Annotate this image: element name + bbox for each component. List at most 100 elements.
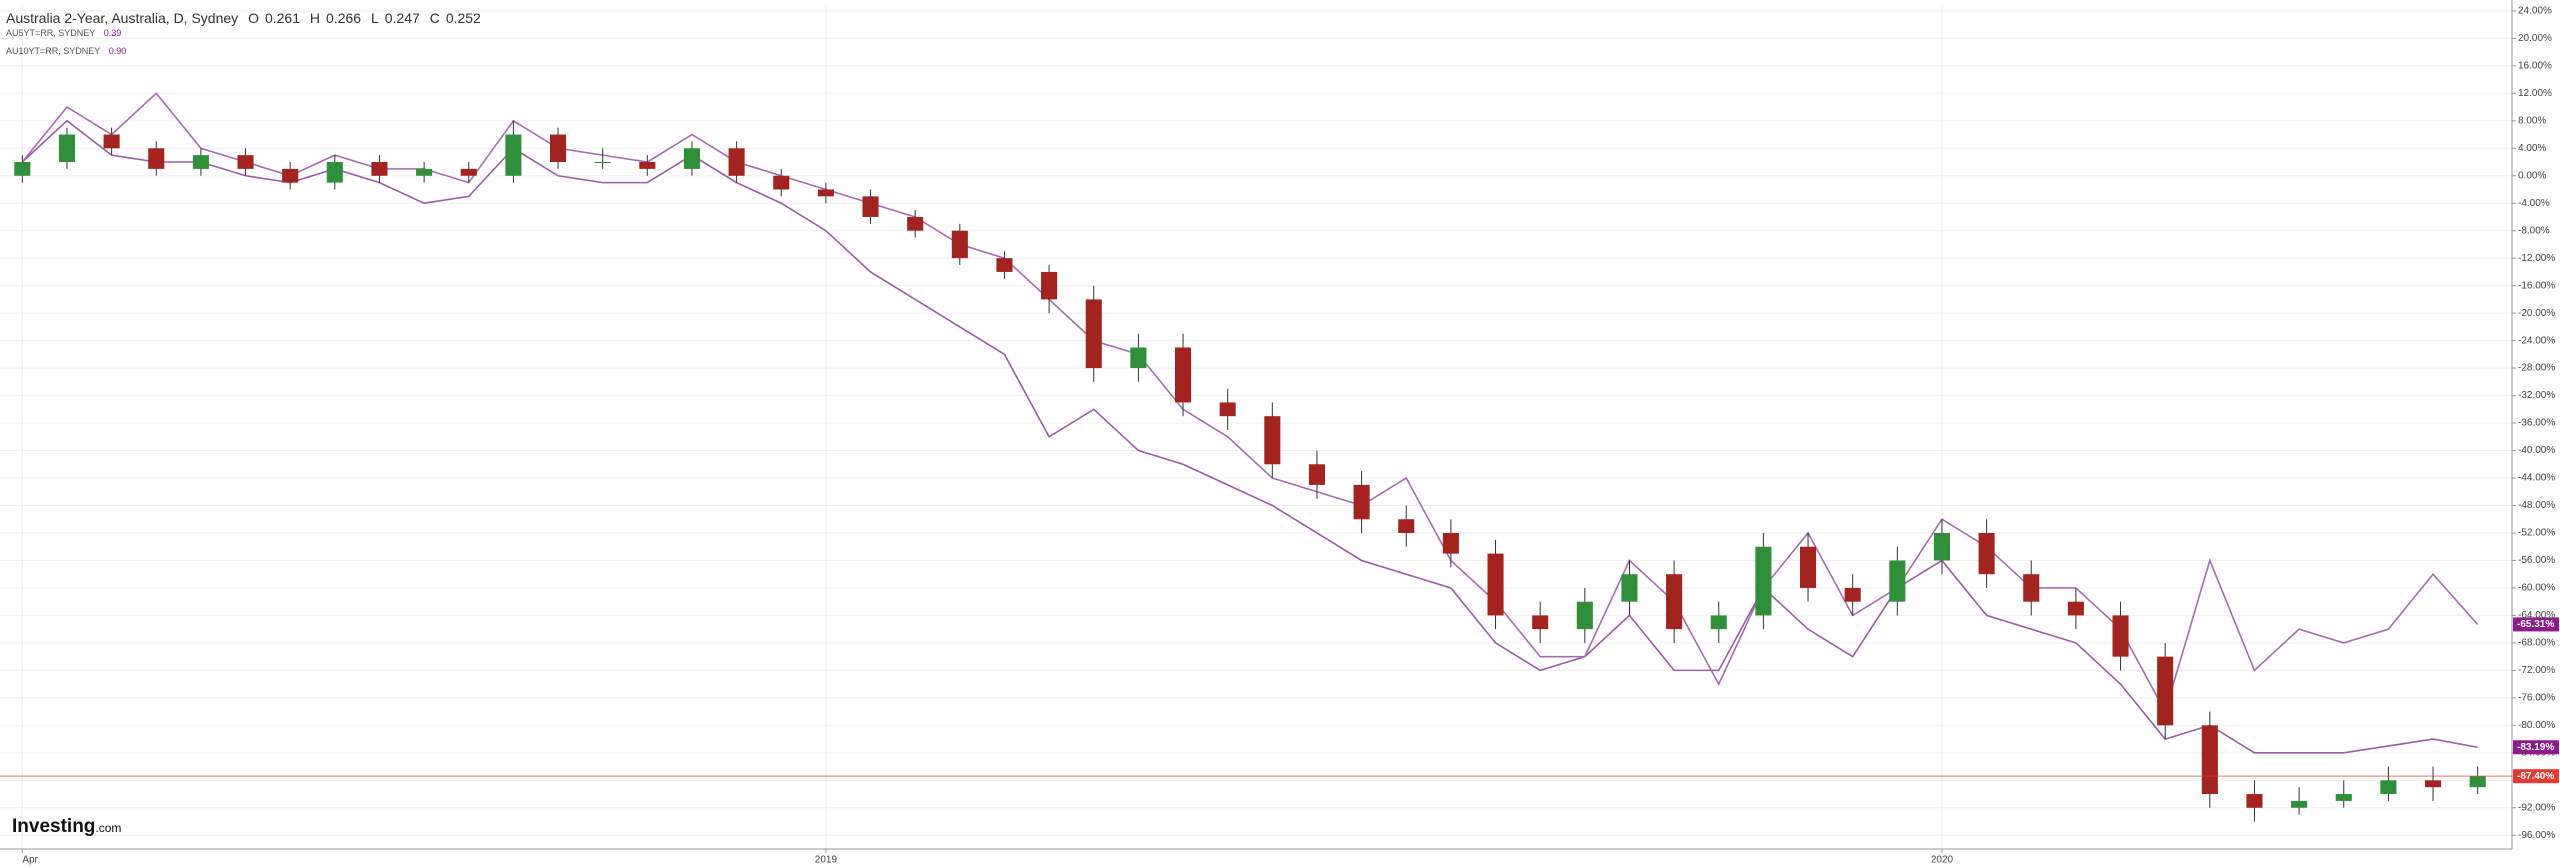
y-tick-label: 24.00% <box>2518 6 2552 17</box>
candle-body <box>1398 519 1415 533</box>
ohlc-value: 0.266 <box>326 10 362 26</box>
candle-body <box>1085 299 1102 369</box>
candle-body <box>1264 416 1281 465</box>
candle-body <box>1219 402 1236 417</box>
candle-body <box>2201 725 2218 795</box>
candle-body <box>2112 615 2129 657</box>
candle-body <box>1933 532 1950 561</box>
candle-body <box>773 175 790 190</box>
candle-body <box>1889 560 1906 602</box>
y-tick-label: -24.00% <box>2518 335 2555 346</box>
candle-body <box>1353 484 1370 520</box>
candle-body <box>2469 776 2486 788</box>
price-tag <box>2513 617 2559 632</box>
y-tick-label: -48.00% <box>2518 500 2555 511</box>
candle-body <box>1576 601 1593 630</box>
series-line <box>21 119 2478 754</box>
y-tick-label: 0.00% <box>2518 170 2546 181</box>
candle-body <box>639 162 656 169</box>
candle-body <box>1755 546 1772 616</box>
candle-body <box>460 168 477 176</box>
candle-body <box>1041 271 1058 300</box>
candle-body <box>416 168 433 176</box>
y-tick-label: -20.00% <box>2518 308 2555 319</box>
y-tick-label: -12.00% <box>2518 253 2555 264</box>
candle-body <box>2380 780 2397 795</box>
candle-body <box>1487 553 1504 616</box>
candle-body <box>282 168 299 183</box>
y-tick-label: 4.00% <box>2518 143 2546 154</box>
y-tick-label: -8.00% <box>2518 225 2550 236</box>
candle-body <box>2246 794 2263 808</box>
x-tick-label: 2019 <box>815 855 838 866</box>
price-tag-label: -87.40% <box>2517 771 2554 782</box>
y-tick-label: -96.00% <box>2518 830 2555 841</box>
x-tick-label: 2020 <box>1931 855 1954 866</box>
ohlc-label: L <box>370 10 379 26</box>
series-line <box>21 92 2479 714</box>
candle-body <box>371 162 388 176</box>
candle-body <box>907 216 924 231</box>
legend-entry[interactable]: AU5YT=RR, SYDNEY 0.39 <box>6 28 127 38</box>
candle-body <box>2157 656 2174 726</box>
ohlc-value: 0.252 <box>445 10 481 26</box>
price-tag-label: -83.19% <box>2517 742 2554 753</box>
ohlc-label: O <box>248 10 259 26</box>
legend-name: AU5YT=RR, SYDNEY <box>6 28 96 38</box>
header: Australia 2-Year, Australia, D, Sydney O… <box>6 10 487 26</box>
logo-suffix: .com <box>95 821 122 835</box>
price-tag <box>2513 769 2559 784</box>
candle-body <box>2335 794 2352 801</box>
candle-body <box>996 258 1013 272</box>
candle-body <box>951 230 968 259</box>
candle-body <box>1844 587 1861 602</box>
y-tick-label: 20.00% <box>2518 33 2552 44</box>
y-tick-label: -72.00% <box>2518 665 2555 676</box>
ohlc-value: 0.261 <box>264 10 300 26</box>
y-tick-label: -92.00% <box>2518 802 2555 813</box>
candle-body <box>192 155 209 169</box>
y-tick-label: -76.00% <box>2518 693 2555 704</box>
y-tick-label: 8.00% <box>2518 115 2546 126</box>
candle-body <box>2425 780 2442 788</box>
candle-body <box>1308 464 1325 485</box>
candle-body <box>1532 615 1549 630</box>
candle-body <box>1800 546 1817 588</box>
candle-body <box>728 148 745 176</box>
y-tick-label: -68.00% <box>2518 638 2555 649</box>
candle-body <box>148 148 165 169</box>
candle-body <box>1175 347 1192 403</box>
y-tick-label: -60.00% <box>2518 583 2555 594</box>
y-tick-label: -40.00% <box>2518 445 2555 456</box>
candle-body <box>1621 574 1638 602</box>
price-tag-label: -65.31% <box>2517 619 2554 630</box>
candle-body <box>103 134 120 149</box>
y-tick-label: -52.00% <box>2518 528 2555 539</box>
x-tick-label: Apr <box>22 855 38 866</box>
ohlc-label: C <box>429 10 440 26</box>
ohlc-label: H <box>309 10 321 26</box>
y-tick-label: -64.00% <box>2518 610 2555 621</box>
candle-body <box>594 162 611 164</box>
candle-body <box>1710 615 1727 630</box>
y-tick-label: -56.00% <box>2518 555 2555 566</box>
y-tick-label: -28.00% <box>2518 363 2555 374</box>
candle-body <box>550 134 567 163</box>
legend-name: AU10YT=RR, SYDNEY <box>6 46 101 56</box>
candle-body <box>683 148 700 169</box>
candle-body <box>237 155 254 169</box>
candle-body <box>14 162 31 176</box>
title: Australia 2-Year, Australia, D, Sydney <box>6 10 239 26</box>
logo: Investing.com <box>12 816 121 838</box>
logo-text: Investing <box>12 816 96 837</box>
candle-body <box>2023 574 2040 602</box>
legend-value: 0.39 <box>103 28 122 38</box>
candle-body <box>2291 800 2308 808</box>
y-tick-label: -80.00% <box>2518 720 2555 731</box>
ohlc-value: 0.247 <box>384 10 420 26</box>
y-tick-label: 12.00% <box>2518 88 2552 99</box>
y-tick-label: -16.00% <box>2518 280 2555 291</box>
legend-entry[interactable]: AU10YT=RR, SYDNEY 0.90 <box>6 46 132 56</box>
